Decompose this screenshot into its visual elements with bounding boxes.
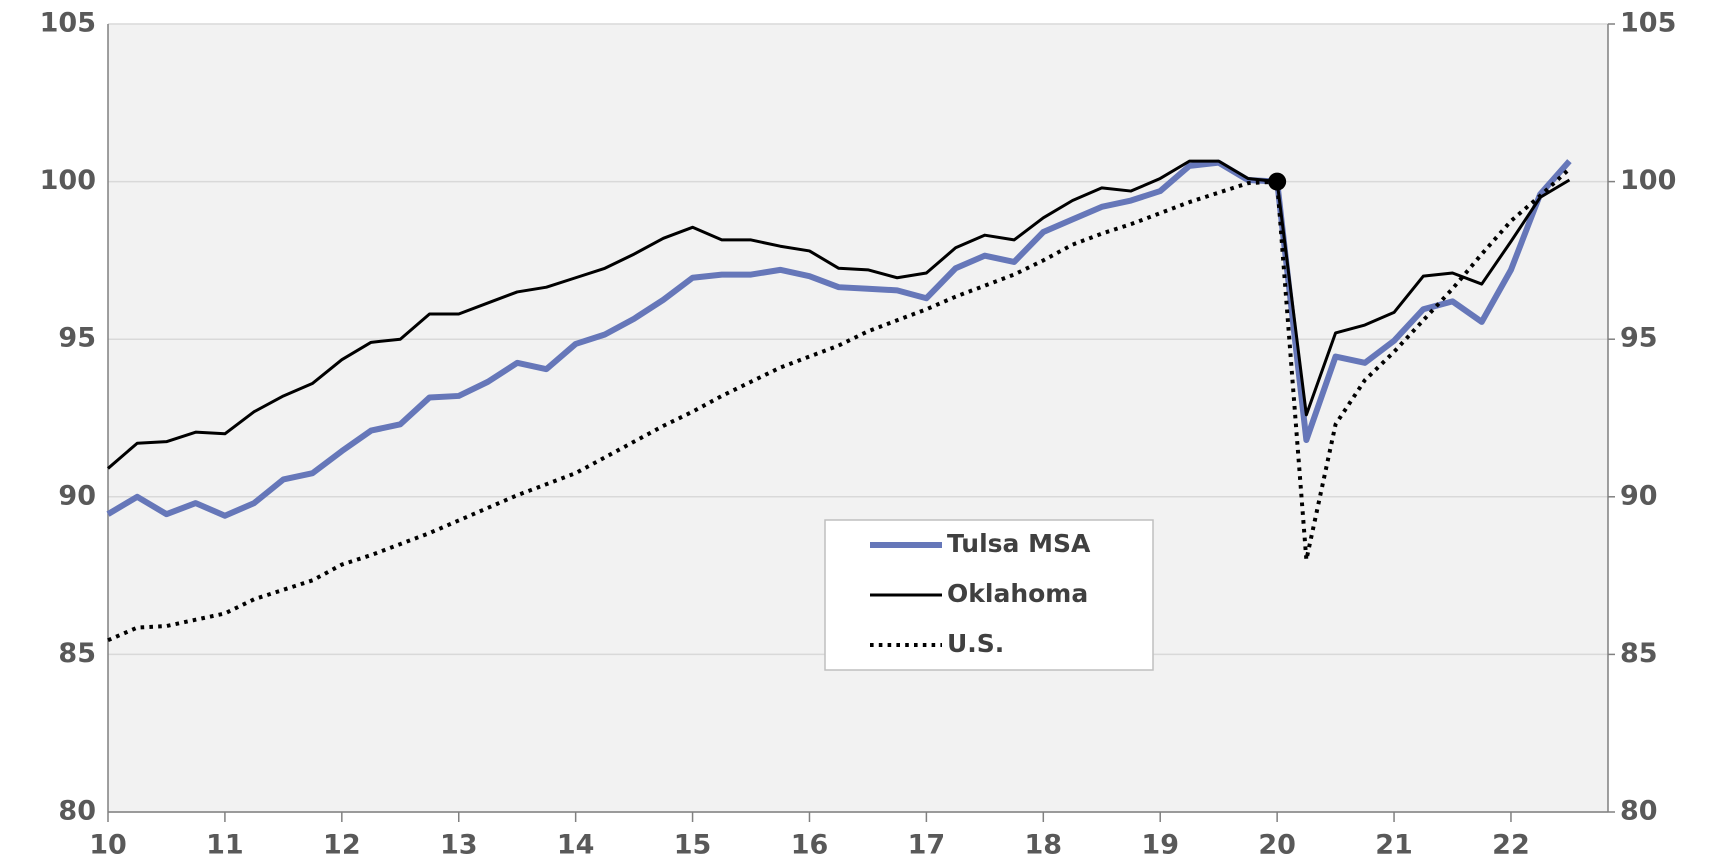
y-tick-label: 100 — [40, 165, 96, 196]
x-tick-label: 17 — [908, 830, 946, 861]
x-tick-label: 19 — [1141, 830, 1179, 861]
legend-label: Oklahoma — [947, 579, 1088, 608]
x-tick-label: 22 — [1492, 830, 1530, 861]
x-tick-label: 15 — [674, 830, 712, 861]
x-tick-label: 10 — [89, 830, 127, 861]
x-tick-label: 18 — [1025, 830, 1063, 861]
x-tick-label: 14 — [557, 830, 595, 861]
y-tick-label: 105 — [40, 8, 96, 39]
series-line — [106, 159, 1572, 519]
legend-label: Tulsa MSA — [947, 529, 1091, 558]
x-tick-label: 13 — [440, 830, 478, 861]
y2-tick-label: 90 — [1620, 480, 1658, 511]
x-tick-label: 16 — [791, 830, 829, 861]
y2-tick-label: 105 — [1620, 8, 1676, 39]
x-tick-label: 11 — [206, 830, 244, 861]
x-tick-label: 21 — [1375, 830, 1413, 861]
series-line — [107, 159, 1571, 470]
y-tick-label: 95 — [58, 323, 96, 354]
y2-tick-label: 100 — [1620, 165, 1676, 196]
y2-tick-label: 80 — [1620, 796, 1658, 827]
x-tick-label: 12 — [323, 830, 361, 861]
y-tick-label: 85 — [58, 638, 96, 669]
y-tick-label: 90 — [58, 480, 96, 511]
y-tick-label: 80 — [58, 796, 96, 827]
plot-area — [108, 24, 1608, 812]
legend-label: U.S. — [947, 629, 1004, 658]
y2-tick-label: 85 — [1620, 638, 1658, 669]
x-tick-label: 20 — [1258, 830, 1296, 861]
y2-tick-label: 95 — [1620, 323, 1658, 354]
highlight-point — [1268, 172, 1287, 191]
series-line — [107, 167, 1571, 643]
